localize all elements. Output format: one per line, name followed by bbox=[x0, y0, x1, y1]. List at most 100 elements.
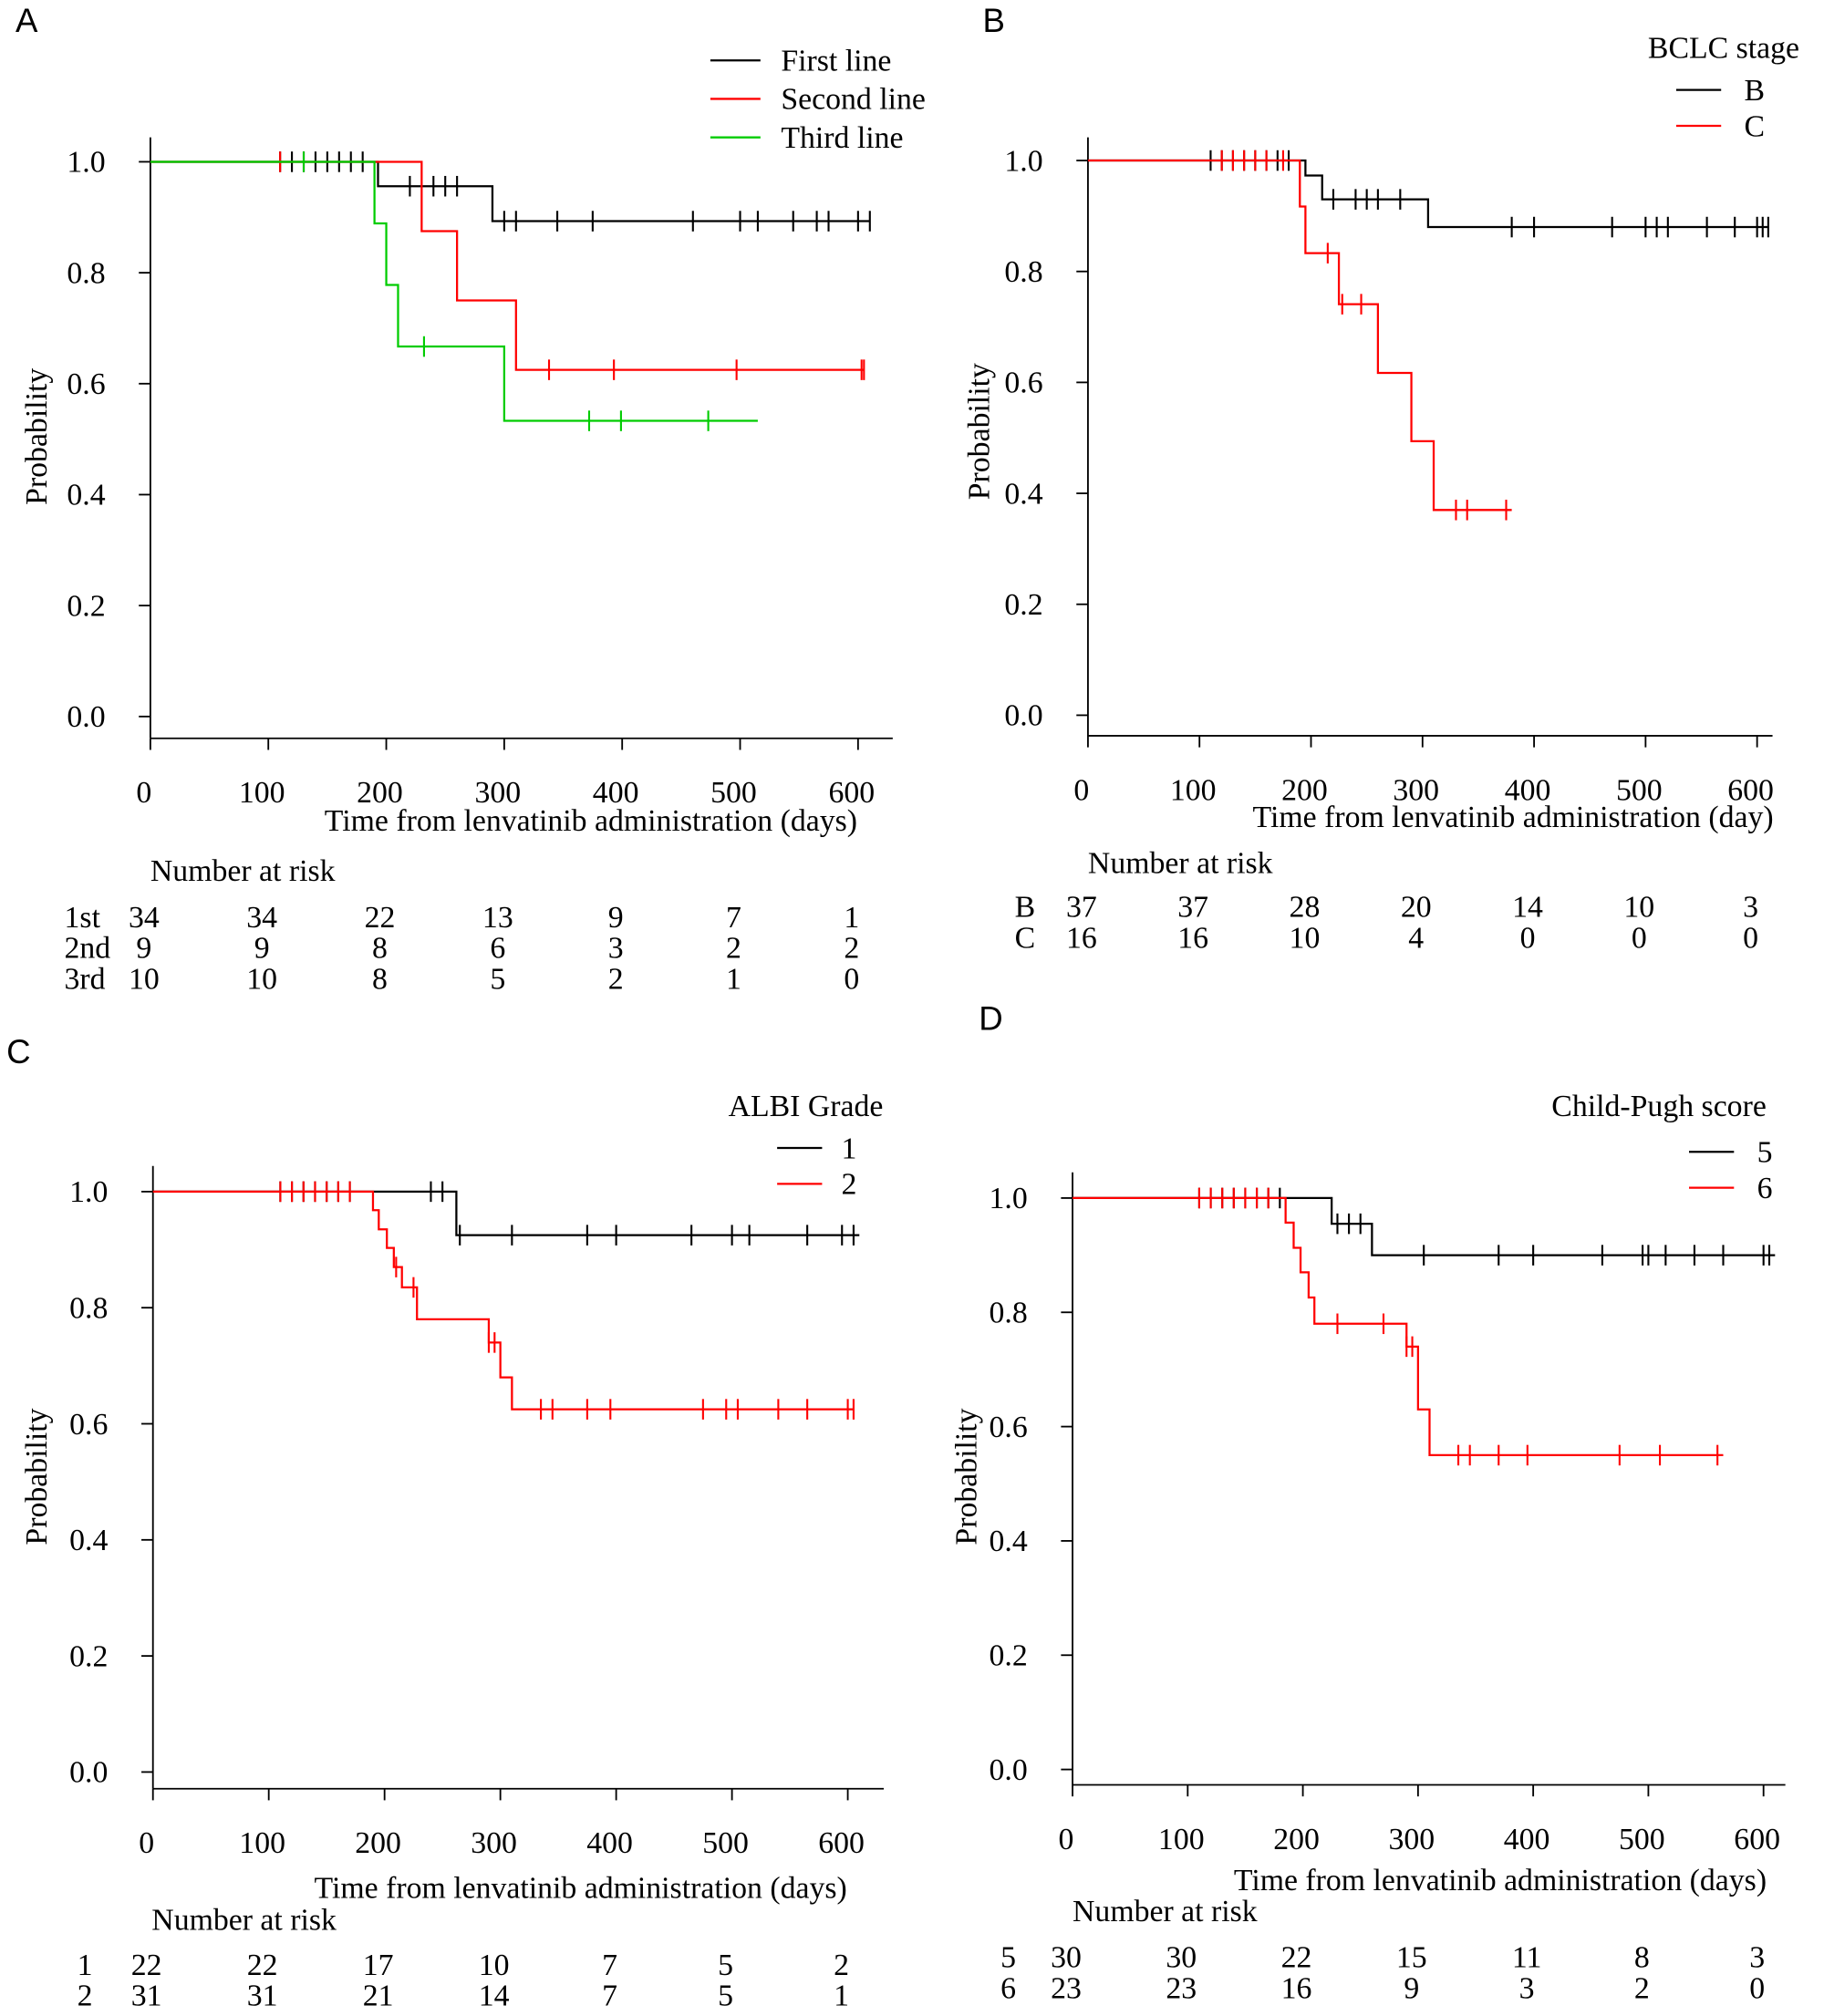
risk-value: 30 bbox=[1051, 1940, 1082, 1974]
x-tick-label: 500 bbox=[702, 1826, 749, 1860]
x-tick-label: 200 bbox=[1281, 773, 1328, 807]
legend-title: Child-Pugh score bbox=[1551, 1090, 1767, 1123]
risk-value: 22 bbox=[365, 901, 396, 935]
x-tick-label: 100 bbox=[1170, 773, 1217, 807]
risk-value: 4 bbox=[1408, 921, 1424, 955]
legend-label: 1 bbox=[842, 1132, 857, 1165]
x-tick-label: 100 bbox=[1158, 1823, 1205, 1856]
panel-D: D0.00.20.40.60.81.00 100 200 300 400 500 600Ti… bbox=[949, 999, 1786, 2005]
risk-value: 9 bbox=[608, 901, 624, 935]
y-tick-label: 0.8 bbox=[67, 256, 105, 290]
risk-value: 34 bbox=[246, 901, 277, 935]
y-axis-title: Probability bbox=[20, 368, 54, 505]
x-tick-label: 600 bbox=[818, 1826, 865, 1860]
risk-value: 10 bbox=[1290, 921, 1321, 955]
x-tick-label: 200 bbox=[355, 1826, 401, 1860]
x-tick-label: 400 bbox=[1505, 773, 1551, 807]
km-curve-6 bbox=[1073, 1196, 1724, 1457]
y-tick-label: 1.0 bbox=[990, 1182, 1028, 1215]
panel-letter: D bbox=[979, 999, 1002, 1037]
panel-B: B0.00.20.40.60.81.00 100 200 300 400 500 600Ti… bbox=[962, 2, 1799, 955]
y-tick-label: 0.6 bbox=[69, 1408, 108, 1442]
risk-value: 8 bbox=[372, 932, 388, 966]
risk-value: 6 bbox=[490, 932, 505, 966]
risk-value: 28 bbox=[1290, 891, 1321, 925]
y-tick-label: 0.4 bbox=[67, 479, 105, 512]
x-tick-label: 400 bbox=[1504, 1823, 1550, 1856]
x-tick-label: 300 bbox=[471, 1826, 517, 1860]
risk-value: 1 bbox=[834, 1980, 849, 2013]
risk-value: 10 bbox=[479, 1949, 510, 1982]
risk-value: 22 bbox=[1281, 1940, 1312, 1974]
legend-label: First line bbox=[781, 44, 891, 78]
legend-label: 6 bbox=[1757, 1172, 1773, 1205]
risk-value: 3 bbox=[1743, 891, 1758, 925]
panel-letter: B bbox=[982, 2, 1004, 39]
risk-row-label: C bbox=[1015, 921, 1036, 955]
y-tick-label: 0.0 bbox=[67, 700, 105, 734]
risk-value: 15 bbox=[1396, 1940, 1427, 1974]
y-axis-title: Probability bbox=[949, 1408, 983, 1545]
y-axis-title: Probability bbox=[20, 1408, 54, 1545]
y-tick-label: 0.8 bbox=[1004, 255, 1042, 289]
x-axis-title: Time from lenvatinib administration (day… bbox=[1234, 1864, 1767, 1897]
risk-value: 14 bbox=[479, 1980, 510, 2013]
risk-value: 0 bbox=[844, 962, 859, 996]
x-tick-label: 200 bbox=[1273, 1823, 1320, 1856]
risk-row-label: 6 bbox=[1000, 1971, 1016, 2005]
risk-value: 13 bbox=[482, 901, 513, 935]
legend-label: 5 bbox=[1757, 1135, 1773, 1169]
risk-value: 17 bbox=[363, 1949, 394, 1982]
risk-table-title: Number at risk bbox=[1073, 1895, 1258, 1928]
risk-value: 31 bbox=[131, 1980, 162, 2013]
risk-value: 20 bbox=[1401, 891, 1432, 925]
risk-value: 30 bbox=[1166, 1940, 1197, 1974]
y-tick-label: 0.8 bbox=[990, 1297, 1028, 1330]
x-axis-title: Time from lenvatinib administration (day… bbox=[315, 1871, 847, 1905]
risk-value: 3 bbox=[1749, 1940, 1765, 1974]
x-tick-label: 400 bbox=[593, 776, 639, 810]
legend-label: B bbox=[1745, 74, 1766, 108]
risk-row-label: 1 bbox=[78, 1949, 93, 1982]
panel-letter: A bbox=[16, 2, 38, 39]
km-curve-b bbox=[1087, 159, 1768, 229]
risk-value: 5 bbox=[718, 1949, 733, 1982]
risk-value: 7 bbox=[602, 1949, 617, 1982]
risk-value: 16 bbox=[1177, 921, 1208, 955]
risk-table-title: Number at risk bbox=[1088, 847, 1273, 881]
x-tick-label: 200 bbox=[357, 776, 403, 810]
y-tick-label: 0.8 bbox=[69, 1291, 108, 1325]
risk-table-title: Number at risk bbox=[150, 854, 336, 888]
km-curve-5 bbox=[1073, 1196, 1776, 1256]
risk-value: 16 bbox=[1066, 921, 1097, 955]
km-curve-1 bbox=[152, 1190, 860, 1236]
y-tick-label: 0.0 bbox=[1004, 699, 1042, 733]
legend-label: 2 bbox=[842, 1168, 857, 1202]
panel-A: A0.00.20.40.60.81.00 100 200 300 400 500 600Ti… bbox=[16, 2, 926, 996]
y-tick-label: 0.2 bbox=[990, 1639, 1028, 1673]
risk-value: 23 bbox=[1051, 1971, 1082, 2005]
risk-value: 9 bbox=[254, 932, 270, 966]
x-tick-label: 0 bbox=[1059, 1823, 1074, 1856]
panel-C: C 0.0 0.2 0.4 0.6 0.8 1.0 0 100 200 300 400 500 600 Ti… bbox=[6, 1033, 885, 2013]
legend-label: Second line bbox=[781, 83, 926, 117]
risk-value: 3 bbox=[608, 932, 624, 966]
y-axis-title: Probability bbox=[962, 363, 996, 500]
risk-value: 2 bbox=[834, 1949, 849, 1982]
risk-row-label: 2nd bbox=[65, 932, 111, 966]
risk-value: 10 bbox=[1623, 891, 1654, 925]
risk-value: 8 bbox=[372, 962, 388, 996]
risk-row-label: 5 bbox=[1000, 1940, 1016, 1974]
risk-value: 0 bbox=[1520, 921, 1536, 955]
risk-row-label: 3rd bbox=[65, 962, 106, 996]
risk-value: 2 bbox=[844, 932, 859, 966]
x-tick-label: 0 bbox=[136, 776, 151, 810]
x-tick-label: 600 bbox=[828, 776, 875, 810]
x-tick-label: 300 bbox=[474, 776, 521, 810]
x-tick-label: 100 bbox=[239, 776, 285, 810]
risk-value: 2 bbox=[1634, 1971, 1650, 2005]
y-tick-label: 0.6 bbox=[1004, 367, 1042, 400]
risk-value: 31 bbox=[247, 1980, 278, 2013]
risk-table-title: Number at risk bbox=[151, 1904, 337, 1938]
